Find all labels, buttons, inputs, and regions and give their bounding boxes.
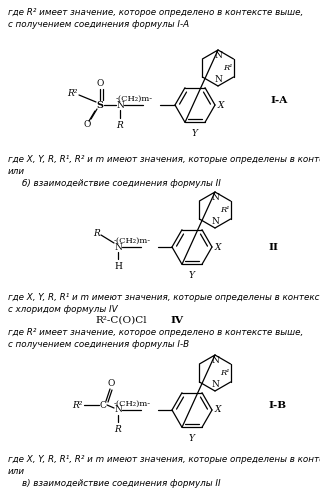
Text: N: N (211, 217, 219, 226)
Text: R²: R² (73, 401, 83, 410)
Text: S: S (97, 100, 103, 109)
Text: или: или (8, 167, 25, 176)
Text: -(CH₂)m-: -(CH₂)m- (116, 95, 153, 103)
Text: -(CH₂)m-: -(CH₂)m- (114, 400, 151, 408)
Text: O: O (83, 120, 91, 129)
Text: IV: IV (170, 316, 183, 325)
Text: с получением соединения формулы I-A: с получением соединения формулы I-A (8, 20, 189, 29)
Text: N: N (116, 100, 124, 109)
Text: X: X (218, 100, 224, 109)
Text: C: C (100, 401, 107, 410)
Text: H: H (114, 262, 122, 271)
Text: где X, Y, R, R¹, R² и m имеют значения, которые определены в контексте выше,: где X, Y, R, R¹, R² и m имеют значения, … (8, 155, 320, 164)
Text: N: N (211, 193, 219, 202)
Text: где R² имеет значение, которое определено в контексте выше,: где R² имеет значение, которое определен… (8, 8, 303, 17)
Text: Y: Y (192, 129, 198, 138)
Text: I-A: I-A (270, 95, 287, 104)
Text: N: N (211, 380, 219, 389)
Text: N: N (114, 406, 122, 415)
Text: N: N (114, 243, 122, 251)
Text: в) взаимодействие соединения формулы II: в) взаимодействие соединения формулы II (22, 479, 220, 488)
Text: где X, Y, R, R¹ и m имеют значения, которые определены в контексте выше,: где X, Y, R, R¹ и m имеют значения, кото… (8, 293, 320, 302)
Text: II: II (268, 243, 278, 251)
Text: где R² имеет значение, которое определено в контексте выше,: где R² имеет значение, которое определен… (8, 328, 303, 337)
Text: O: O (107, 379, 115, 388)
Text: Y: Y (189, 271, 195, 280)
Text: Y: Y (189, 434, 195, 443)
Text: O: O (96, 79, 104, 88)
Text: X: X (215, 406, 221, 415)
Text: R: R (115, 425, 121, 434)
Text: R: R (93, 229, 100, 238)
Text: с получением соединения формулы I-B: с получением соединения формулы I-B (8, 340, 189, 349)
Text: X: X (215, 243, 221, 251)
Text: R²: R² (68, 88, 78, 97)
Text: или: или (8, 467, 25, 476)
Text: где X, Y, R, R¹, R² и m имеют значения, которые определены в контексте выше,: где X, Y, R, R¹, R² и m имеют значения, … (8, 455, 320, 464)
Text: R¹: R¹ (220, 369, 230, 377)
Text: N: N (214, 51, 222, 60)
Text: б) взаимодействие соединения формулы II: б) взаимодействие соединения формулы II (22, 179, 221, 188)
Text: I-B: I-B (268, 401, 286, 410)
Text: R¹: R¹ (220, 206, 230, 214)
Text: R¹: R¹ (223, 64, 233, 72)
Text: N: N (211, 356, 219, 365)
Text: R: R (116, 121, 124, 130)
Text: N: N (214, 75, 222, 84)
Text: R²-C(O)Cl: R²-C(O)Cl (95, 316, 147, 325)
Text: -(CH₂)m-: -(CH₂)m- (114, 237, 151, 245)
Text: с хлоридом формулы IV: с хлоридом формулы IV (8, 305, 118, 314)
